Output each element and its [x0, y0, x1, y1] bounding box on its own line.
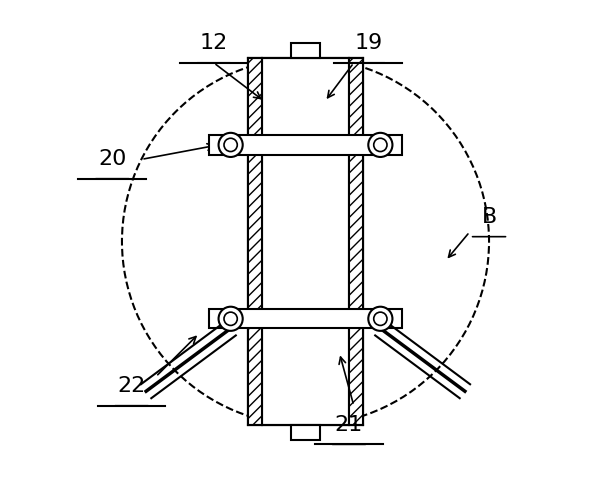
Polygon shape [291, 43, 320, 58]
Polygon shape [247, 58, 364, 425]
Polygon shape [247, 58, 262, 425]
Polygon shape [349, 58, 364, 425]
Text: 22: 22 [117, 376, 146, 397]
Polygon shape [209, 309, 402, 328]
Circle shape [368, 133, 392, 157]
Text: 12: 12 [200, 33, 228, 54]
Circle shape [219, 307, 243, 331]
Text: 20: 20 [98, 149, 126, 170]
Polygon shape [262, 58, 349, 425]
Circle shape [368, 307, 392, 331]
Text: 21: 21 [335, 415, 363, 435]
Polygon shape [209, 135, 402, 155]
Text: B: B [481, 207, 497, 227]
Circle shape [219, 133, 243, 157]
Text: 19: 19 [354, 33, 382, 54]
Polygon shape [291, 425, 320, 440]
